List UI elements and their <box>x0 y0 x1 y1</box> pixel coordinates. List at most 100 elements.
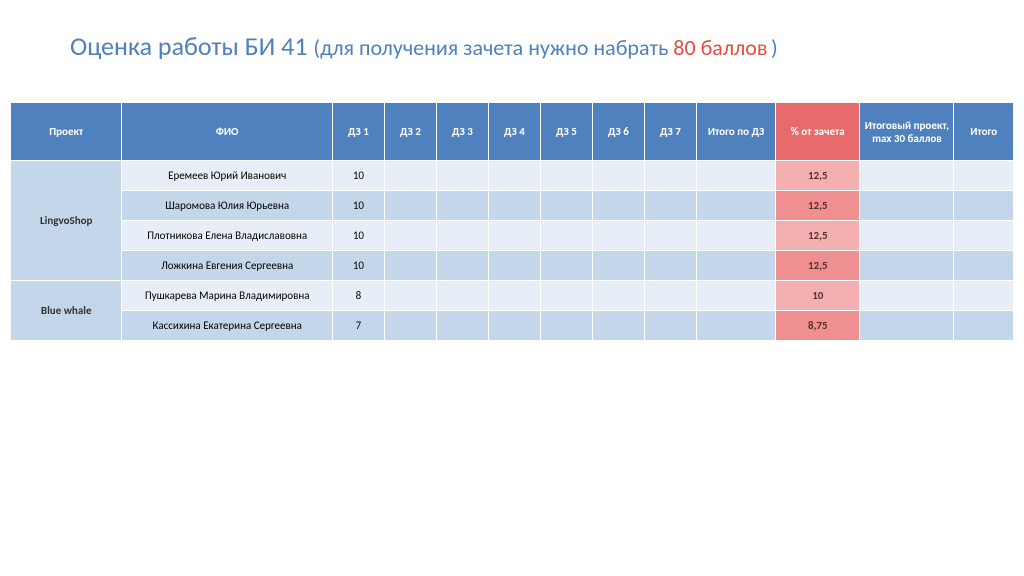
percent-cell: 8,75 <box>776 311 860 341</box>
dz-cell <box>644 191 696 221</box>
final-project-cell <box>860 311 954 341</box>
dz-cell <box>644 221 696 251</box>
final-project-cell <box>860 221 954 251</box>
itogo-cell <box>954 221 1014 251</box>
dz-cell <box>488 281 540 311</box>
dz-cell <box>384 311 436 341</box>
table-header-row: ПроектФИОДЗ 1ДЗ 2ДЗ 3ДЗ 4ДЗ 5ДЗ 6ДЗ 7Ито… <box>11 103 1014 161</box>
page-title: Оценка работы БИ 41 (для получения зачет… <box>0 0 1024 62</box>
itogo-cell <box>954 281 1014 311</box>
title-sub-prefix: (для получения зачета нужно набрать <box>313 34 673 61</box>
dz-cell <box>592 221 644 251</box>
dz-cell <box>488 191 540 221</box>
fio-cell: Ложкина Евгения Сергеевна <box>122 251 333 281</box>
dz-cell <box>644 251 696 281</box>
dz-cell <box>540 221 592 251</box>
total-dz-cell <box>696 221 775 251</box>
dz-cell: 8 <box>332 281 384 311</box>
dz-cell: 10 <box>332 251 384 281</box>
dz-cell <box>384 191 436 221</box>
dz-cell: 10 <box>332 221 384 251</box>
title-sub-suffix: ) <box>771 34 778 61</box>
itogo-cell <box>954 161 1014 191</box>
col-header: ДЗ 1 <box>332 103 384 161</box>
dz-cell <box>592 311 644 341</box>
col-header: ДЗ 4 <box>488 103 540 161</box>
col-header: ДЗ 2 <box>384 103 436 161</box>
total-dz-cell <box>696 311 775 341</box>
dz-cell <box>436 191 488 221</box>
total-dz-cell <box>696 191 775 221</box>
dz-cell <box>540 311 592 341</box>
dz-cell <box>436 161 488 191</box>
percent-cell: 12,5 <box>776 161 860 191</box>
fio-cell: Кассихина Екатерина Сергеевна <box>122 311 333 341</box>
dz-cell <box>592 191 644 221</box>
project-cell: Blue whale <box>11 281 122 341</box>
dz-cell <box>436 251 488 281</box>
dz-cell <box>592 251 644 281</box>
dz-cell <box>540 191 592 221</box>
dz-cell <box>592 281 644 311</box>
dz-cell <box>644 281 696 311</box>
percent-cell: 12,5 <box>776 221 860 251</box>
dz-cell <box>540 161 592 191</box>
dz-cell <box>592 161 644 191</box>
col-header: % от зачета <box>776 103 860 161</box>
table-row: LingvoShopЕремеев Юрий Иванович1012,5 <box>11 161 1014 191</box>
itogo-cell <box>954 251 1014 281</box>
table-row: Шаромова Юлия Юрьевна10 12,5 <box>11 191 1014 221</box>
table-row: Кассихина Екатерина Сергеевна7 8,75 <box>11 311 1014 341</box>
dz-cell <box>436 221 488 251</box>
total-dz-cell <box>696 251 775 281</box>
final-project-cell <box>860 191 954 221</box>
dz-cell <box>488 221 540 251</box>
dz-cell <box>384 251 436 281</box>
percent-cell: 10 <box>776 281 860 311</box>
dz-cell <box>540 281 592 311</box>
title-main: Оценка работы БИ 41 <box>70 30 313 62</box>
dz-cell <box>488 161 540 191</box>
dz-cell <box>384 221 436 251</box>
col-header: Итоговый проект, max 30 баллов <box>860 103 954 161</box>
percent-cell: 12,5 <box>776 251 860 281</box>
dz-cell: 10 <box>332 161 384 191</box>
col-header: Проект <box>11 103 122 161</box>
dz-cell: 10 <box>332 191 384 221</box>
col-header: Итого по ДЗ <box>696 103 775 161</box>
fio-cell: Шаромова Юлия Юрьевна <box>122 191 333 221</box>
fio-cell: Еремеев Юрий Иванович <box>122 161 333 191</box>
total-dz-cell <box>696 281 775 311</box>
dz-cell <box>436 281 488 311</box>
col-header: ДЗ 6 <box>592 103 644 161</box>
final-project-cell <box>860 281 954 311</box>
col-header: ДЗ 5 <box>540 103 592 161</box>
table-row: Плотникова Елена Владиславовна10 12,5 <box>11 221 1014 251</box>
grades-table: ПроектФИОДЗ 1ДЗ 2ДЗ 3ДЗ 4ДЗ 5ДЗ 6ДЗ 7Ито… <box>10 102 1014 341</box>
col-header: ДЗ 7 <box>644 103 696 161</box>
final-project-cell <box>860 251 954 281</box>
col-header: ФИО <box>122 103 333 161</box>
dz-cell <box>540 251 592 281</box>
dz-cell <box>384 161 436 191</box>
project-cell: LingvoShop <box>11 161 122 281</box>
col-header: ДЗ 3 <box>436 103 488 161</box>
fio-cell: Пушкарева Марина Владимировна <box>122 281 333 311</box>
total-dz-cell <box>696 161 775 191</box>
table-row: Blue whaleПушкарева Марина Владимировна8… <box>11 281 1014 311</box>
dz-cell <box>644 311 696 341</box>
dz-cell <box>644 161 696 191</box>
dz-cell <box>436 311 488 341</box>
dz-cell <box>488 311 540 341</box>
dz-cell: 7 <box>332 311 384 341</box>
table-row: Ложкина Евгения Сергеевна10 12,5 <box>11 251 1014 281</box>
dz-cell <box>384 281 436 311</box>
percent-cell: 12,5 <box>776 191 860 221</box>
final-project-cell <box>860 161 954 191</box>
col-header: Итого <box>954 103 1014 161</box>
itogo-cell <box>954 191 1014 221</box>
fio-cell: Плотникова Елена Владиславовна <box>122 221 333 251</box>
itogo-cell <box>954 311 1014 341</box>
dz-cell <box>488 251 540 281</box>
title-score: 80 баллов <box>673 34 767 61</box>
